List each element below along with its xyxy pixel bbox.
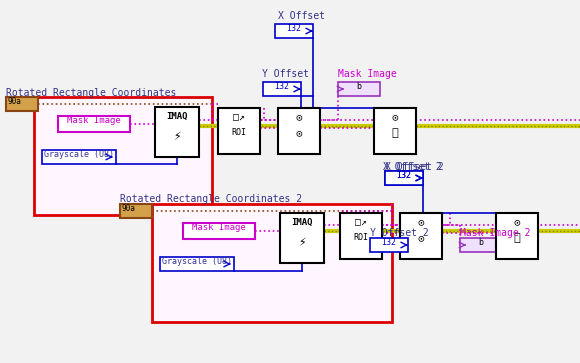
Text: X Offset 2: X Offset 2 xyxy=(385,162,444,172)
Text: ⊙: ⊙ xyxy=(418,233,425,243)
Text: ⊙: ⊙ xyxy=(418,217,425,227)
Bar xyxy=(120,204,152,218)
Text: ⊙: ⊙ xyxy=(296,128,302,138)
Text: ROI: ROI xyxy=(231,128,246,137)
Text: □↗: □↗ xyxy=(355,217,367,227)
Text: ⊙: ⊙ xyxy=(514,217,520,227)
Bar xyxy=(340,213,382,259)
Bar xyxy=(152,204,392,322)
Text: I32: I32 xyxy=(287,24,302,33)
Text: 90a: 90a xyxy=(7,97,21,106)
Text: ⊙: ⊙ xyxy=(296,112,302,122)
Text: ⊙: ⊙ xyxy=(392,112,398,122)
Text: b: b xyxy=(356,82,361,91)
Text: ⓘ: ⓘ xyxy=(392,128,398,138)
Bar xyxy=(42,150,116,164)
Text: Mask Image 2: Mask Image 2 xyxy=(460,228,531,238)
Bar xyxy=(58,116,130,132)
Bar xyxy=(385,171,423,185)
Text: Grayscale (U8): Grayscale (U8) xyxy=(44,150,114,159)
Bar xyxy=(263,82,301,96)
Text: ROI: ROI xyxy=(353,233,368,242)
Text: Rotated Rectangle Coordinates 2: Rotated Rectangle Coordinates 2 xyxy=(120,194,302,204)
Text: ⓘ: ⓘ xyxy=(514,233,520,243)
Bar xyxy=(275,24,313,38)
Text: ⚡: ⚡ xyxy=(173,130,181,143)
Text: Mask Image: Mask Image xyxy=(67,116,121,125)
Text: X Offset: X Offset xyxy=(278,11,325,21)
Text: □↗: □↗ xyxy=(233,112,245,122)
Text: I32: I32 xyxy=(397,171,411,180)
Text: I32: I32 xyxy=(397,171,411,180)
Bar xyxy=(496,213,538,259)
Text: 90a: 90a xyxy=(121,204,135,213)
Bar xyxy=(34,97,212,215)
Text: X Offset 2: X Offset 2 xyxy=(383,162,442,172)
Bar xyxy=(374,108,416,154)
Bar xyxy=(385,171,423,185)
Text: Y Offset 2: Y Offset 2 xyxy=(370,228,429,238)
Bar xyxy=(278,108,320,154)
Text: IMAQ: IMAQ xyxy=(166,112,188,121)
Text: Rotated Rectangle Coordinates: Rotated Rectangle Coordinates xyxy=(6,88,176,98)
Bar xyxy=(160,257,234,271)
Bar xyxy=(183,223,255,239)
Bar xyxy=(6,97,38,111)
Bar xyxy=(400,213,442,259)
Text: Y Offset: Y Offset xyxy=(262,69,309,79)
Bar xyxy=(218,108,260,154)
Text: I32: I32 xyxy=(274,82,289,91)
Text: Grayscale (U8): Grayscale (U8) xyxy=(162,257,232,266)
Text: I32: I32 xyxy=(382,238,397,247)
Text: Mask Image: Mask Image xyxy=(338,69,397,79)
Bar xyxy=(338,82,380,96)
Bar xyxy=(370,238,408,252)
Text: IMAQ: IMAQ xyxy=(291,218,313,227)
Text: ⚡: ⚡ xyxy=(298,236,306,249)
Bar xyxy=(460,238,502,252)
Bar xyxy=(155,107,199,157)
Text: Mask Image: Mask Image xyxy=(192,223,246,232)
Bar xyxy=(280,213,324,263)
Text: b: b xyxy=(478,238,483,247)
